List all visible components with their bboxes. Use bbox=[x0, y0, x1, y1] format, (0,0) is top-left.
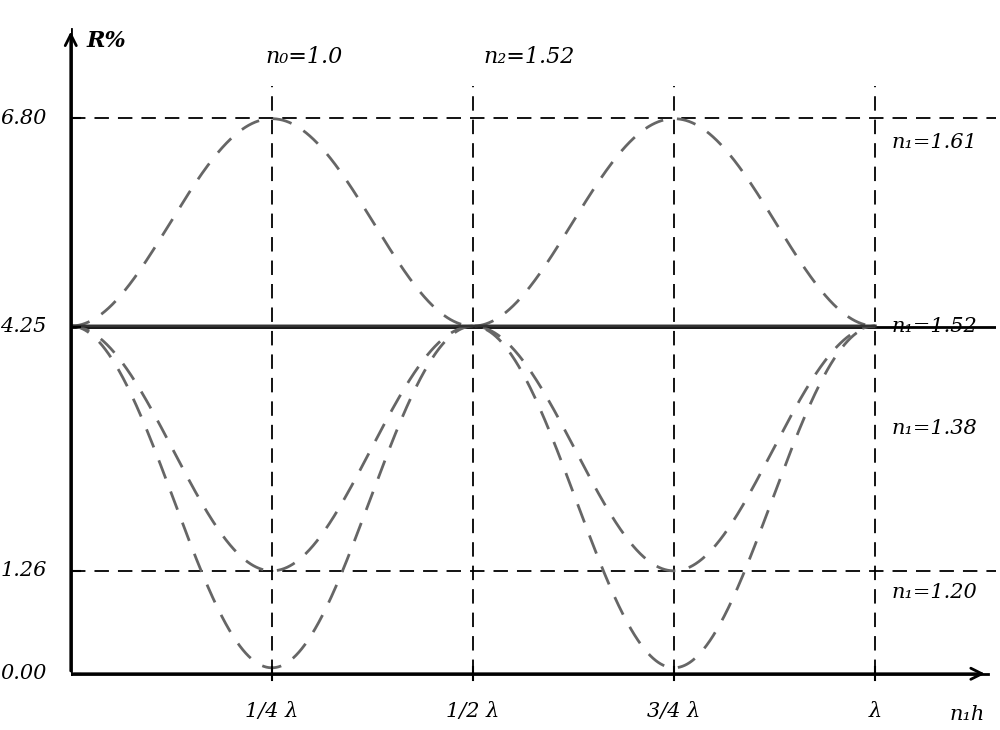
Text: 4.25: 4.25 bbox=[0, 318, 47, 337]
Text: n₁=1.61: n₁=1.61 bbox=[891, 134, 977, 153]
Text: n₂=1.52: n₂=1.52 bbox=[484, 46, 575, 68]
Text: n₁h: n₁h bbox=[950, 704, 985, 723]
Text: n₁=1.38: n₁=1.38 bbox=[891, 419, 977, 438]
Text: 0.00: 0.00 bbox=[0, 664, 47, 683]
Text: 1/4 λ: 1/4 λ bbox=[245, 702, 299, 721]
Text: 3/4 λ: 3/4 λ bbox=[647, 702, 701, 721]
Text: 1.26: 1.26 bbox=[0, 561, 47, 580]
Text: n₁=1.20: n₁=1.20 bbox=[891, 583, 977, 602]
Text: λ: λ bbox=[869, 702, 882, 721]
Text: R%: R% bbox=[87, 30, 126, 52]
Text: n₁=1.52: n₁=1.52 bbox=[891, 318, 977, 337]
Text: 1/2 λ: 1/2 λ bbox=[446, 702, 500, 721]
Text: 6.80: 6.80 bbox=[0, 109, 47, 128]
Text: n₀=1.0: n₀=1.0 bbox=[265, 46, 343, 68]
